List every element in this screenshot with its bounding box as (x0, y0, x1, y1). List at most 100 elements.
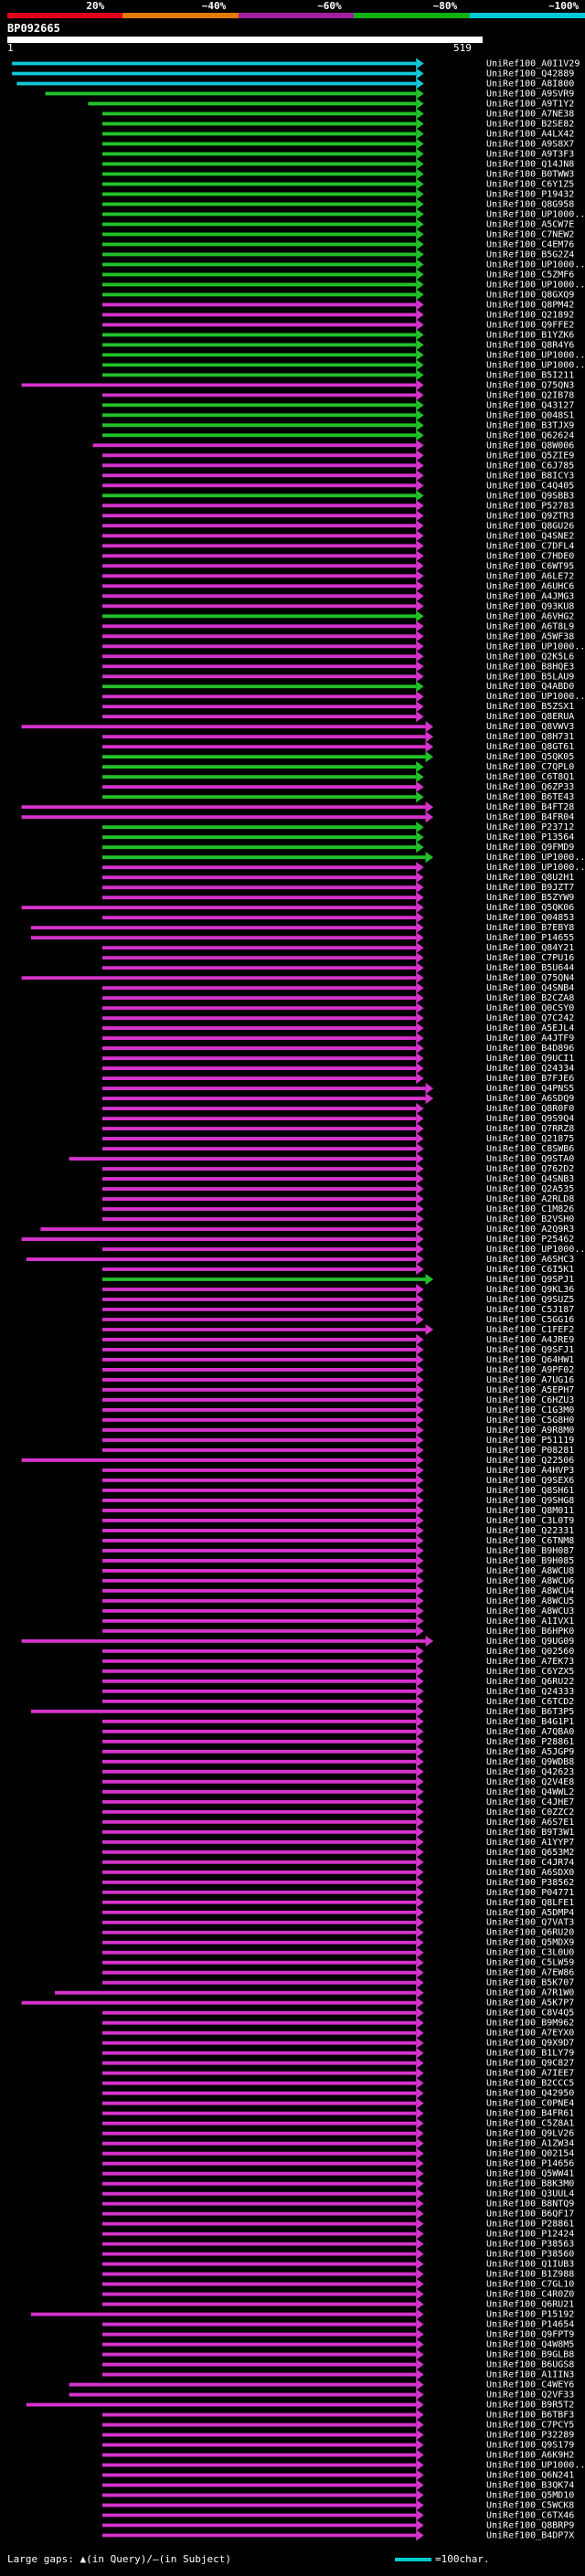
hit-label[interactable]: UniRef100_A6K9H2 (486, 2451, 574, 2461)
hit-label[interactable]: UniRef100_A9PF02 (486, 1365, 574, 1375)
hit-label[interactable]: UniRef100_Q24333 (486, 1687, 574, 1697)
hit-label[interactable]: UniRef100_C7DFL4 (486, 541, 574, 551)
hit-label[interactable]: UniRef100_A9T3F3 (486, 149, 574, 159)
hit-label[interactable]: UniRef100_A8WCU6 (486, 1576, 574, 1586)
hit-label[interactable]: UniRef100_P38562 (486, 1878, 574, 1888)
hit-label[interactable]: UniRef100_Q8VWV3 (486, 722, 574, 732)
hit-label[interactable]: UniRef100_Q24334 (486, 1064, 574, 1074)
hit-label[interactable]: UniRef100_B9T3W1 (486, 1828, 574, 1838)
hit-label[interactable]: UniRef100_C6WT95 (486, 561, 574, 571)
hit-label[interactable]: UniRef100_A2Q9R3 (486, 1224, 574, 1235)
hit-label[interactable]: UniRef100_Q4SNB3 (486, 1174, 574, 1184)
hit-label[interactable]: UniRef100_P52783 (486, 501, 574, 511)
hit-label[interactable]: UniRef100_UP1000... (486, 692, 585, 702)
hit-label[interactable]: UniRef100_Q8H731 (486, 732, 574, 742)
hit-label[interactable]: UniRef100_C6TCD2 (486, 1697, 574, 1707)
hit-label[interactable]: UniRef100_Q0CSY0 (486, 1003, 574, 1013)
hit-label[interactable]: UniRef100_Q9X9D7 (486, 2039, 574, 2049)
hit-label[interactable]: UniRef100_Q6RU21 (486, 2300, 574, 2310)
hit-label[interactable]: UniRef100_A7R1W0 (486, 1988, 574, 1998)
hit-label[interactable]: UniRef100_Q22331 (486, 1526, 574, 1536)
hit-label[interactable]: UniRef100_B6TE43 (486, 792, 574, 802)
hit-label[interactable]: UniRef100_C4JHE7 (486, 1797, 574, 1807)
hit-label[interactable]: UniRef100_A8WCU5 (486, 1596, 574, 1606)
hit-label[interactable]: UniRef100_B6QF17 (486, 2210, 574, 2220)
hit-label[interactable]: UniRef100_C5Z8A1 (486, 2119, 574, 2129)
hit-label[interactable]: UniRef100_B4FR04 (486, 812, 574, 822)
hit-label[interactable]: UniRef100_Q93KU8 (486, 601, 574, 611)
hit-label[interactable]: UniRef100_C6J785 (486, 461, 574, 471)
hit-label[interactable]: UniRef100_C5WCK8 (486, 2501, 574, 2511)
hit-label[interactable]: UniRef100_A7IEE7 (486, 2069, 574, 2079)
hit-label[interactable]: UniRef100_A4HVP3 (486, 1466, 574, 1476)
hit-label[interactable]: UniRef100_C6YZX5 (486, 1667, 574, 1677)
hit-label[interactable]: UniRef100_B6T3P5 (486, 1707, 574, 1717)
hit-label[interactable]: UniRef100_B2CCC5 (486, 2079, 574, 2089)
hit-label[interactable]: UniRef100_B4G1P1 (486, 1717, 574, 1727)
hit-label[interactable]: UniRef100_Q8M011 (486, 1506, 574, 1516)
hit-label[interactable]: UniRef100_Q21875 (486, 1134, 574, 1144)
hit-label[interactable]: UniRef100_B5G2Z4 (486, 249, 574, 260)
hit-label[interactable]: UniRef100_C6TX46 (486, 2511, 574, 2521)
hit-label[interactable]: UniRef100_P28861 (486, 2220, 574, 2230)
hit-label[interactable]: UniRef100_Q9SPJ1 (486, 1275, 574, 1285)
hit-label[interactable]: UniRef100_Q9FPT9 (486, 2330, 574, 2340)
hit-label[interactable]: UniRef100_C4JR74 (486, 1858, 574, 1868)
hit-label[interactable]: UniRef100_C7HDE0 (486, 551, 574, 561)
hit-label[interactable]: UniRef100_C7PCY5 (486, 2421, 574, 2431)
hit-label[interactable]: UniRef100_B1YZK6 (486, 330, 574, 340)
hit-label[interactable]: UniRef100_Q14JN8 (486, 159, 574, 169)
hit-label[interactable]: UniRef100_C5J187 (486, 1305, 574, 1315)
hit-label[interactable]: UniRef100_B5LAU9 (486, 672, 574, 682)
hit-label[interactable]: UniRef100_Q9WDB8 (486, 1757, 574, 1767)
hit-label[interactable]: UniRef100_P15192 (486, 2310, 574, 2320)
hit-label[interactable]: UniRef100_A8WCU8 (486, 1566, 574, 1576)
hit-label[interactable]: UniRef100_Q8GT61 (486, 742, 574, 752)
hit-label[interactable]: UniRef100_Q9UCI1 (486, 1054, 574, 1064)
hit-label[interactable]: UniRef100_C5G8H0 (486, 1415, 574, 1426)
hit-label[interactable]: UniRef100_Q4ABD0 (486, 682, 574, 692)
hit-label[interactable]: UniRef100_C4EM76 (486, 239, 574, 249)
hit-label[interactable]: UniRef100_Q75QN3 (486, 380, 574, 390)
hit-label[interactable]: UniRef100_B5ZSX1 (486, 702, 574, 712)
hit-label[interactable]: UniRef100_Q8GXQ9 (486, 290, 574, 300)
hit-label[interactable]: UniRef100_A1ZW34 (486, 2139, 574, 2149)
hit-label[interactable]: UniRef100_B9R5T2 (486, 2401, 574, 2411)
hit-label[interactable]: UniRef100_P28861 (486, 1737, 574, 1747)
hit-label[interactable]: UniRef100_C3L0T9 (486, 1516, 574, 1526)
hit-label[interactable]: UniRef100_C4Q405 (486, 481, 574, 491)
hit-label[interactable]: UniRef100_UP1000... (486, 2461, 585, 2471)
hit-label[interactable]: UniRef100_P14656 (486, 2159, 574, 2169)
hit-label[interactable]: UniRef100_C0PNE4 (486, 2099, 574, 2109)
hit-label[interactable]: UniRef100_B8NTQ9 (486, 2200, 574, 2210)
hit-label[interactable]: UniRef100_P25462 (486, 1235, 574, 1245)
hit-label[interactable]: UniRef100_B9JZT7 (486, 883, 574, 893)
hit-label[interactable]: UniRef100_Q6RU20 (486, 1928, 574, 1938)
hit-label[interactable]: UniRef100_C7PU16 (486, 953, 574, 963)
hit-label[interactable]: UniRef100_Q8ERUA (486, 712, 574, 722)
hit-label[interactable]: UniRef100_Q7RRZ8 (486, 1124, 574, 1134)
hit-label[interactable]: UniRef100_Q84Y21 (486, 943, 574, 953)
hit-label[interactable]: UniRef100_C5ZMF6 (486, 270, 574, 280)
hit-label[interactable]: UniRef100_A6VHG2 (486, 611, 574, 621)
hit-label[interactable]: UniRef100_A5EJL4 (486, 1023, 574, 1034)
hit-label[interactable]: UniRef100_Q8R4Y6 (486, 340, 574, 350)
hit-label[interactable]: UniRef100_P13564 (486, 832, 574, 843)
hit-label[interactable]: UniRef100_Q2IB78 (486, 390, 574, 400)
hit-label[interactable]: UniRef100_Q5QK05 (486, 752, 574, 762)
hit-label[interactable]: UniRef100_Q8LFE1 (486, 1898, 574, 1908)
hit-label[interactable]: UniRef100_Q42889 (486, 69, 574, 79)
hit-label[interactable]: UniRef100_A6LE72 (486, 571, 574, 581)
hit-label[interactable]: UniRef100_A1IVX1 (486, 1617, 574, 1627)
hit-label[interactable]: UniRef100_C6HZU3 (486, 1395, 574, 1405)
hit-label[interactable]: UniRef100_Q653M2 (486, 1848, 574, 1858)
hit-label[interactable]: UniRef100_B5I211 (486, 370, 574, 380)
hit-label[interactable]: UniRef100_Q5ZIE9 (486, 451, 574, 461)
hit-label[interactable]: UniRef100_B9GLB8 (486, 2350, 574, 2360)
hit-label[interactable]: UniRef100_Q5QK06 (486, 903, 574, 913)
hit-label[interactable]: UniRef100_UP1000... (486, 360, 585, 370)
hit-label[interactable]: UniRef100_A1IIN3 (486, 2370, 574, 2380)
hit-label[interactable]: UniRef100_P14655 (486, 933, 574, 943)
hit-label[interactable]: UniRef100_B4FT28 (486, 802, 574, 812)
hit-label[interactable]: UniRef100_B0TWW3 (486, 169, 574, 179)
